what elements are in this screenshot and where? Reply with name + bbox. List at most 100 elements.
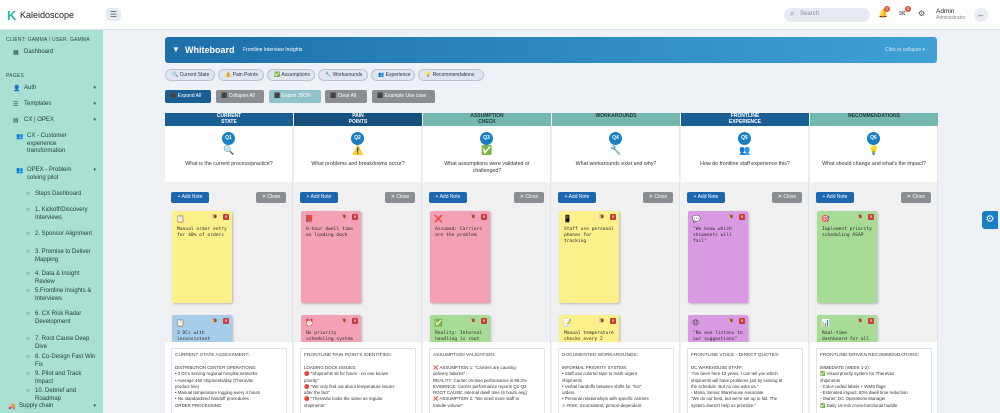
delete-note-icon[interactable]: ✕ xyxy=(739,318,745,324)
clear-all-button[interactable]: ⬛ Clear All xyxy=(325,90,367,103)
summary-body: DISTRIBUTION CENTER OPERATIONS: • 3 DCs s… xyxy=(175,365,287,409)
summary-line: - Owner: DC Operations Manager xyxy=(820,396,886,402)
sidebar-sub-steps-dashboard[interactable]: ○ Steps Dashboard xyxy=(4,191,100,199)
column-header: ASSUMPTION CHECK xyxy=(423,113,551,126)
delete-note-icon[interactable]: ✕ xyxy=(481,214,487,220)
settings-gear-icon[interactable]: ⚙ xyxy=(918,9,926,18)
delete-note-icon[interactable]: ✕ xyxy=(739,214,745,220)
menu-toggle-button[interactable]: ☰ xyxy=(106,8,121,21)
sticky-note[interactable]: 💬 🐌 ✕ "We know which shipments will fail" xyxy=(688,211,748,303)
whiteboard-title: Whiteboard xyxy=(185,45,235,55)
sidebar-item-cx-transformation[interactable]: 👥 CX - Customer experience transformatio… xyxy=(4,133,100,157)
sticky-note[interactable]: 📱 🐌 ✕ Staff use personal phones for trackin… xyxy=(559,211,619,303)
sidebar-sub-promise[interactable]: ○ 3. Promise to Deliver Mapping xyxy=(4,249,100,265)
add-note-button[interactable]: + Add Note xyxy=(300,192,338,203)
column-emoji-icon: ⚠️ xyxy=(352,145,364,155)
people-icon: 👥 xyxy=(16,168,24,174)
sticky-note[interactable]: 📝 🐌 ✕ Manual temperature checks every 2 hou… xyxy=(559,315,619,342)
add-note-button[interactable]: + Add Note xyxy=(429,192,467,203)
sidebar-item-label: Dashboard xyxy=(24,49,54,55)
delete-note-icon[interactable]: ✕ xyxy=(223,318,229,324)
sidebar-item-label: 2. Sponsor Alignment xyxy=(35,231,93,237)
note-text: No priority scheduling system xyxy=(306,331,354,342)
close-button[interactable]: ✕ Close xyxy=(772,192,802,203)
sidebar-item-supply-chain[interactable]: 🚚 Supply chain ▾ xyxy=(4,403,100,411)
click-to-collapse-link[interactable]: Click to collapse ▾ xyxy=(884,47,925,53)
export-json-button[interactable]: ⬛ Export JSON xyxy=(269,90,321,103)
close-button[interactable]: ✕ Close xyxy=(643,192,673,203)
sidebar-item-cx-opex[interactable]: ▤ CX | OPEX ▾ xyxy=(4,117,100,127)
delete-note-icon[interactable]: ✕ xyxy=(223,214,229,220)
delete-note-icon[interactable]: ✕ xyxy=(868,318,874,324)
sidebar-item-auth[interactable]: 👤 Auth ▾ xyxy=(4,85,100,95)
sticky-note[interactable]: ✅ 🐌 ✕ Reality: Internal handling is root ca… xyxy=(430,315,490,342)
delete-note-icon[interactable]: ✕ xyxy=(610,214,616,220)
add-note-button[interactable]: + Add Note xyxy=(558,192,596,203)
summary-textarea[interactable]: CURRENT STATE ASSESSMENT: DISTRIBUTION CE… xyxy=(171,348,287,413)
close-button[interactable]: ✕ Close xyxy=(256,192,286,203)
sticky-note[interactable]: 📋 🐌 ✕ Manual order entry for 40% of orders xyxy=(172,211,232,303)
summary-textarea[interactable]: FRONTLINE PAIN POINTS IDENTIFIED: LOADING… xyxy=(300,348,416,413)
sidebar-item-templates[interactable]: ☰ Templates ▾ xyxy=(4,101,100,111)
sidebar-item-opex-pilot[interactable]: 👥 OPEX - Problem solving pilot ▾ xyxy=(4,167,100,183)
summary-textarea[interactable]: FRONTLINE-DRIVEN RECOMMENDATIONS: IMMEDIA… xyxy=(816,348,932,413)
sidebar-item-dashboard[interactable]: ▦ Dashboard xyxy=(4,49,100,59)
back-arrow-button[interactable]: ← xyxy=(974,8,988,22)
inbox-icon[interactable]: ✉ xyxy=(899,9,906,18)
summary-line: the schedule. But no one asks us." xyxy=(691,383,759,389)
close-button[interactable]: ✕ Close xyxy=(901,192,931,203)
close-button[interactable]: ✕ Close xyxy=(385,192,415,203)
note-emoji-icon: 🐌 xyxy=(727,214,734,220)
sticky-note[interactable]: 😞 🐌 ✕ "No one listens to our suggestions" xyxy=(688,315,748,342)
summary-textarea[interactable]: FRONTLINE VOICE - DIRECT QUOTES: DC WAREH… xyxy=(687,348,803,413)
add-note-button[interactable]: + Add Note xyxy=(816,192,854,203)
sticky-note[interactable]: 📊 🐌 ✕ Real-time dashboard for all staff xyxy=(817,315,877,342)
summary-textarea[interactable]: DOCUMENTED WORKAROUNDS: INFORMAL PRIORITY… xyxy=(558,348,674,413)
whiteboard-header[interactable]: ▼ Whiteboard Frontline Interview Insight… xyxy=(165,37,937,63)
delete-note-icon[interactable]: ✕ xyxy=(610,318,616,324)
floating-settings-gear-icon[interactable]: ⚙ xyxy=(982,211,998,229)
sidebar-sub-root-cause[interactable]: ○ 7. Root Cause Deep Dive xyxy=(4,336,100,350)
sticky-note[interactable]: 🎯 🐌 ✕ Implement priority scheduling ASAP xyxy=(817,211,877,303)
chevron-down-icon: ▾ xyxy=(93,101,96,107)
delete-note-icon[interactable]: ✕ xyxy=(352,214,358,220)
bell-icon[interactable]: 🔔 xyxy=(878,9,888,18)
filter-workarounds[interactable]: 🔧 Workarounds xyxy=(318,69,368,81)
question-panel: Q4 🔧 What workarounds exist and why? xyxy=(552,126,680,182)
sidebar-sub-risk-radar[interactable]: ○ 6. CX Risk Radar Development xyxy=(4,311,100,327)
add-note-button[interactable]: + Add Note xyxy=(171,192,209,203)
filter-recommendations[interactable]: 💡 Recommendations xyxy=(418,69,484,81)
sidebar-sub-frontline[interactable]: ○ 5.Frontline Insights & Interviews xyxy=(4,288,100,304)
filter-current-state[interactable]: 🔍 Current State xyxy=(165,69,215,81)
expand-all-button[interactable]: ⬛ Expand All xyxy=(165,90,211,103)
sidebar-sub-co-design[interactable]: ○ 8. Co-Design Fast Win Fix xyxy=(4,354,100,368)
sidebar-sub-data-insight[interactable]: ○ 4. Data & Insight Review xyxy=(4,271,100,285)
summary-line: • Verbal handoffs between shifts for "ho… xyxy=(562,383,642,389)
note-type-icon: 📕 xyxy=(305,216,314,223)
delete-note-icon[interactable]: ✕ xyxy=(352,318,358,324)
delete-note-icon[interactable]: ✕ xyxy=(481,318,487,324)
sidebar-item-label: Steps Dashboard xyxy=(35,191,82,197)
note-text: 3 DCs with inconsistent xyxy=(177,331,211,342)
search-input[interactable]: ⌕ Search xyxy=(784,8,870,22)
summary-textarea[interactable]: ASSUMPTION VALIDATION: ❌ ASSUMPTION 1: "C… xyxy=(429,348,545,413)
question-number-badge: Q2 xyxy=(351,132,364,145)
question-panel: Q2 ⚠️ What problems and breakdowns occur? xyxy=(294,126,422,182)
sidebar-sub-debrief[interactable]: ○ 10. Debrief and Roadmap xyxy=(4,388,100,402)
filter-experience[interactable]: 👥 Experience xyxy=(371,69,415,81)
sidebar-sub-pilot-track[interactable]: ○ 9. Pilot and Track Impact xyxy=(4,371,100,385)
sticky-note[interactable]: 📋 🐌 ✕ 3 DCs with inconsistent xyxy=(172,315,232,342)
delete-note-icon[interactable]: ✕ xyxy=(868,214,874,220)
filter-assumptions[interactable]: ✅ Assumptions xyxy=(267,69,315,81)
collapse-all-button[interactable]: ⬛ Collapse All xyxy=(216,90,264,103)
filter-pain-points[interactable]: ⚠️ Pain Points xyxy=(218,69,264,81)
sticky-note[interactable]: ❌ 🐌 ✕ Assumed: Carriers are the problem xyxy=(430,211,490,303)
sticky-note[interactable]: 📕 🐌 ✕ 6-hour dwell time on loading dock xyxy=(301,211,361,303)
add-note-button[interactable]: + Add Note xyxy=(687,192,725,203)
sticky-note[interactable]: ⏰ 🐌 ✕ No priority scheduling system xyxy=(301,315,361,342)
sidebar-sub-sponsor[interactable]: ○ 2. Sponsor Alignment xyxy=(4,231,100,239)
user-name[interactable]: Admin xyxy=(936,8,955,15)
example-use-case-button[interactable]: ⬛ Example Use case xyxy=(372,90,435,103)
close-button[interactable]: ✕ Close xyxy=(514,192,544,203)
sidebar-sub-kickoff[interactable]: ○ 1. Kickoff/Discovery Interviews xyxy=(4,207,100,223)
